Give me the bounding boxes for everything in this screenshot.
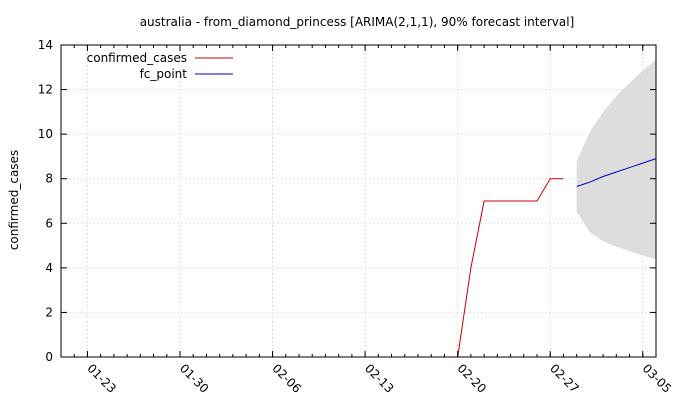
- grid: [61, 45, 656, 357]
- chart-title: australia - from_diamond_princess [ARIMA…: [140, 15, 575, 29]
- y-tick-label: 12: [38, 83, 53, 97]
- x-tick-label: 01-30: [177, 361, 212, 396]
- legend: confirmed_cases fc_point: [87, 51, 233, 81]
- forecast-interval-band: [576, 59, 656, 259]
- x-tick-label: 03-05: [640, 361, 675, 396]
- x-tick-label: 02-06: [269, 361, 304, 396]
- y-tick-label: 8: [45, 172, 53, 186]
- y-tick-label: 4: [45, 261, 53, 275]
- y-tick-label: 10: [38, 127, 53, 141]
- legend-label-fc-point: fc_point: [140, 67, 188, 81]
- y-tick-label: 2: [45, 305, 53, 319]
- forecast-interval-layer: [576, 59, 656, 259]
- x-tick-label: 02-13: [362, 361, 397, 396]
- series-line-fc-point: [576, 158, 657, 187]
- x-tick-label: 02-27: [547, 361, 582, 396]
- plot-frame: [60, 44, 657, 358]
- y-axis-label: confirmed_cases: [7, 150, 21, 250]
- series-layer: [457, 158, 657, 358]
- axes: 0 2 4 6 8 10 12 14 01-23 01-30 02-06 02-13 02-20 02-2…: [38, 38, 674, 396]
- series-line-confirmed-cases: [457, 178, 564, 358]
- x-tick-label: 02-20: [455, 361, 490, 396]
- y-tick-label: 6: [45, 216, 53, 230]
- y-tick-label: 14: [38, 38, 53, 52]
- y-tick-label: 0: [45, 350, 53, 364]
- x-tick-label: 01-23: [84, 361, 119, 396]
- legend-label-confirmed-cases: confirmed_cases: [87, 51, 187, 65]
